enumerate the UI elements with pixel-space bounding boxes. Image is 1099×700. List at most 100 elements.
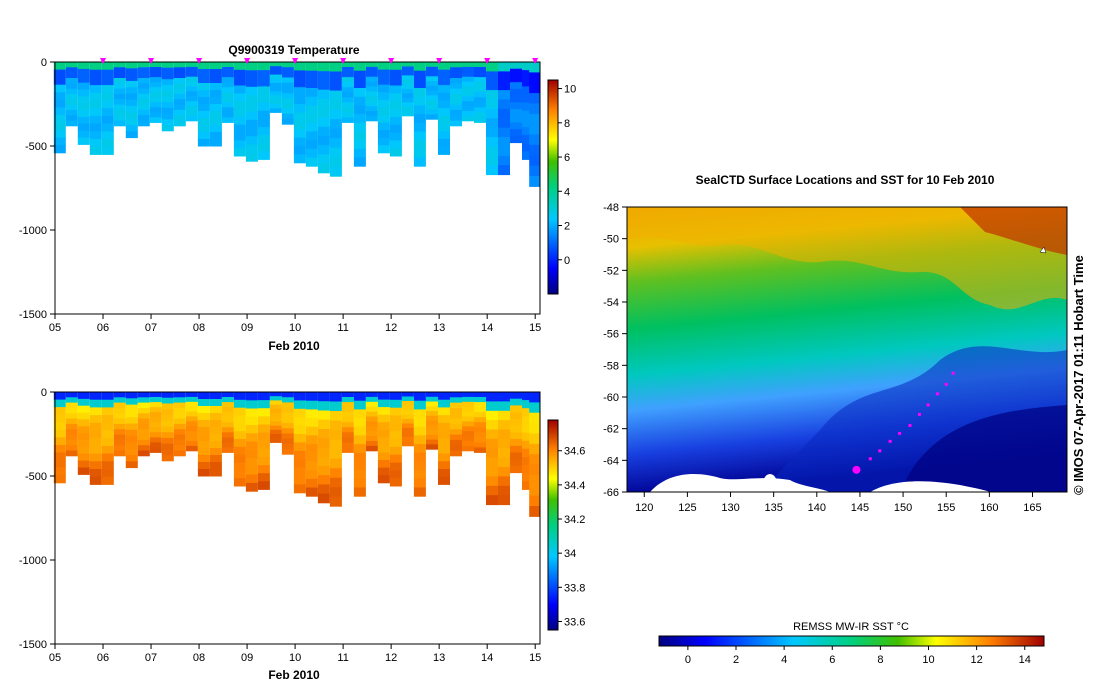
profile-cell bbox=[498, 118, 510, 129]
profile-cell bbox=[137, 83, 150, 90]
profile-cell bbox=[413, 400, 426, 410]
profile-cell bbox=[498, 392, 510, 402]
profile-cell bbox=[426, 406, 438, 412]
profile-cell bbox=[185, 406, 198, 413]
profile-cell bbox=[221, 107, 234, 113]
profile-cell bbox=[438, 445, 450, 455]
profile-cell bbox=[438, 139, 450, 148]
profile-cell bbox=[353, 400, 366, 410]
profile-cell bbox=[317, 80, 330, 91]
profile-cell bbox=[486, 127, 498, 138]
profile-cell bbox=[341, 412, 354, 418]
profile-cell bbox=[529, 103, 540, 115]
profile-cell bbox=[510, 425, 522, 433]
profile-cell bbox=[317, 154, 330, 165]
profile-cell bbox=[77, 446, 90, 455]
profile-cell bbox=[125, 125, 138, 132]
profile-cell bbox=[89, 123, 102, 132]
profile-cell bbox=[185, 62, 198, 68]
profile-cell bbox=[137, 62, 150, 68]
y-tick-label: -1000 bbox=[19, 225, 47, 237]
profile-cell bbox=[529, 176, 540, 187]
profile-cell bbox=[413, 409, 426, 419]
x-tick-label: 11 bbox=[337, 322, 348, 334]
profile-cell bbox=[149, 407, 162, 413]
profile-cell bbox=[77, 82, 90, 90]
profile-cell bbox=[161, 432, 174, 439]
profile-cell bbox=[269, 421, 282, 427]
profile-cell bbox=[401, 414, 414, 420]
profile-cell bbox=[522, 102, 534, 112]
sst-map-x-ticks: 120 125 130 135 140 145 150 155 160 165 bbox=[635, 492, 1042, 514]
profile-cell bbox=[401, 432, 414, 438]
profile-cell bbox=[486, 392, 498, 402]
profile-cell bbox=[233, 140, 246, 149]
profile-cell bbox=[486, 438, 498, 449]
profile-cell bbox=[77, 110, 90, 118]
profile-cell bbox=[197, 62, 210, 70]
map-x-tick-label: 145 bbox=[851, 502, 869, 514]
profile-cell bbox=[149, 117, 162, 123]
profile-cell bbox=[281, 93, 294, 99]
profile-cell bbox=[101, 399, 114, 408]
profile-cell bbox=[89, 476, 102, 485]
profile-cell bbox=[413, 114, 426, 124]
profile-cell bbox=[185, 101, 198, 107]
profile-cell bbox=[305, 88, 318, 98]
profile-cell bbox=[377, 399, 390, 408]
profile-cell bbox=[474, 112, 486, 118]
profile-cell bbox=[329, 430, 342, 441]
profile-cell bbox=[389, 85, 402, 94]
profile-cell bbox=[65, 392, 78, 398]
profile-cell bbox=[305, 435, 318, 445]
map-x-tick-label: 160 bbox=[980, 502, 998, 514]
profile-cell bbox=[498, 420, 510, 430]
profile-cell bbox=[293, 104, 306, 113]
profile-cell bbox=[353, 114, 366, 124]
profile-cell bbox=[125, 436, 138, 443]
profile-cell bbox=[329, 109, 342, 120]
profile-cell bbox=[221, 92, 234, 98]
profile-cell bbox=[281, 407, 294, 414]
profile-cell bbox=[125, 429, 138, 437]
profile-cell bbox=[53, 444, 66, 453]
profile-cell bbox=[233, 93, 246, 102]
profile-cell bbox=[438, 108, 450, 117]
track-point bbox=[944, 382, 948, 386]
colorbar-tick-label: 33.6 bbox=[564, 616, 585, 628]
profile-cell bbox=[353, 157, 366, 167]
profile-cell bbox=[450, 408, 462, 414]
profile-cell bbox=[125, 448, 138, 456]
profile-cell bbox=[389, 101, 402, 110]
profile-cell bbox=[221, 117, 234, 123]
profile-cell bbox=[137, 67, 150, 74]
profile-cell bbox=[317, 465, 330, 476]
y-tick-label: -500 bbox=[25, 471, 47, 483]
profile-cell bbox=[522, 392, 534, 401]
profile-cell bbox=[245, 400, 258, 410]
profile-cell bbox=[462, 421, 474, 427]
profile-cell bbox=[438, 62, 450, 71]
profile-cell bbox=[161, 102, 174, 109]
profile-cell bbox=[401, 102, 414, 108]
sst-colorbar-tick-label: 14 bbox=[1019, 654, 1031, 666]
profile-cell bbox=[269, 91, 282, 97]
salinity-colorbar-ticks: 34.6 34.4 34.2 34 33.8 33.6 bbox=[558, 446, 585, 628]
profile-cell bbox=[474, 82, 486, 88]
profile-cell bbox=[389, 62, 402, 71]
profile-cell bbox=[450, 78, 462, 84]
profile-cell bbox=[317, 145, 330, 155]
map-y-tick-label: -62 bbox=[603, 424, 619, 436]
profile-cell bbox=[365, 66, 378, 73]
profile-cell bbox=[341, 407, 354, 413]
profile-cell bbox=[329, 81, 342, 91]
profile-cell bbox=[401, 423, 414, 429]
profile-cell bbox=[450, 450, 462, 457]
profile-cell bbox=[53, 130, 66, 139]
profile-cell bbox=[209, 427, 222, 435]
profile-cell bbox=[173, 88, 186, 95]
profile-cell bbox=[221, 447, 234, 453]
profile-cell bbox=[113, 93, 126, 100]
profile-cell bbox=[389, 116, 402, 126]
x-tick-label: 14 bbox=[481, 322, 493, 334]
